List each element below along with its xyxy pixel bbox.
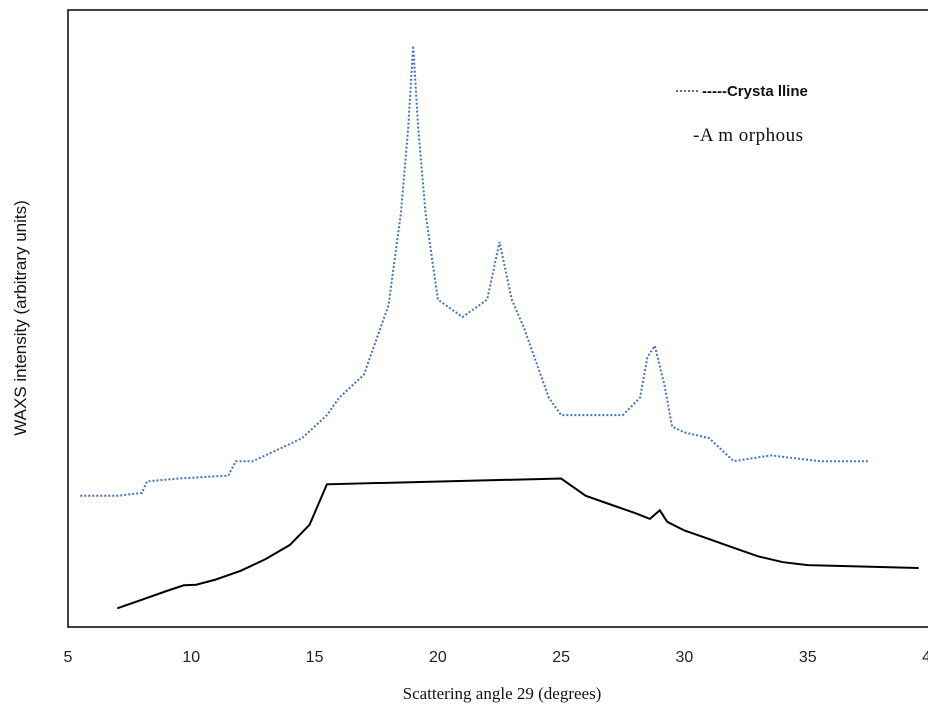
x-axis-label: Scattering angle 29 (degrees) [403, 684, 602, 703]
legend-amorphous: -A m orphous [693, 125, 804, 146]
x-tick-label: 20 [429, 649, 447, 666]
y-axis-label: WAXS intensity (arbitrary units) [11, 200, 30, 436]
legend: -----Crysta lline -A m orphous [693, 83, 808, 146]
x-tick-label: 15 [306, 649, 324, 666]
x-tick-label: 5 [64, 649, 73, 666]
x-tick-label: 30 [676, 649, 694, 666]
x-tick-label: 35 [799, 649, 817, 666]
series-layer [80, 45, 919, 610]
x-tick-label: 10 [182, 649, 200, 666]
x-tick-label: 40 [922, 649, 928, 666]
plot-frame [67, 9, 928, 628]
x-tick-labels: 5 10 15 20 25 30 35 40 [64, 649, 928, 666]
x-tick-label: 25 [552, 649, 570, 666]
series-line-amorphous [116, 477, 919, 610]
series-line-crysta-lline [80, 45, 870, 497]
legend-crystalline: -----Crysta lline [702, 83, 808, 100]
